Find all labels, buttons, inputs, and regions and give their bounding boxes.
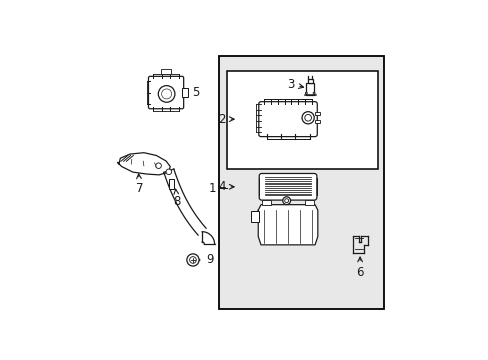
Bar <box>218 56 383 309</box>
Text: 2: 2 <box>218 113 234 126</box>
Bar <box>305 200 313 205</box>
Text: 9: 9 <box>194 253 213 266</box>
FancyBboxPatch shape <box>259 174 316 200</box>
Bar <box>314 120 320 123</box>
Text: 3: 3 <box>286 78 303 91</box>
Circle shape <box>284 199 288 203</box>
Circle shape <box>158 86 175 102</box>
Bar <box>251 211 259 222</box>
Circle shape <box>302 112 314 124</box>
Bar <box>182 88 188 97</box>
Text: 5: 5 <box>181 86 200 99</box>
Text: 6: 6 <box>356 257 363 279</box>
Text: 7: 7 <box>136 174 143 195</box>
Circle shape <box>312 92 314 94</box>
Circle shape <box>282 197 290 204</box>
Text: 4: 4 <box>218 180 234 193</box>
Polygon shape <box>117 153 170 175</box>
Bar <box>305 84 313 95</box>
Bar <box>307 79 312 84</box>
Circle shape <box>304 114 311 121</box>
Bar <box>262 200 270 205</box>
Polygon shape <box>163 169 205 235</box>
Circle shape <box>186 254 199 266</box>
Bar <box>161 68 171 73</box>
Polygon shape <box>202 232 214 244</box>
FancyBboxPatch shape <box>148 76 183 109</box>
Circle shape <box>166 169 171 175</box>
Text: 8: 8 <box>173 189 181 208</box>
Bar <box>314 112 320 115</box>
Circle shape <box>162 89 171 99</box>
Circle shape <box>305 92 306 94</box>
Circle shape <box>189 257 196 263</box>
Polygon shape <box>258 205 317 245</box>
Circle shape <box>156 163 161 168</box>
Bar <box>168 179 173 189</box>
Text: 1: 1 <box>208 182 216 195</box>
FancyBboxPatch shape <box>258 102 317 136</box>
Bar <box>226 71 377 169</box>
